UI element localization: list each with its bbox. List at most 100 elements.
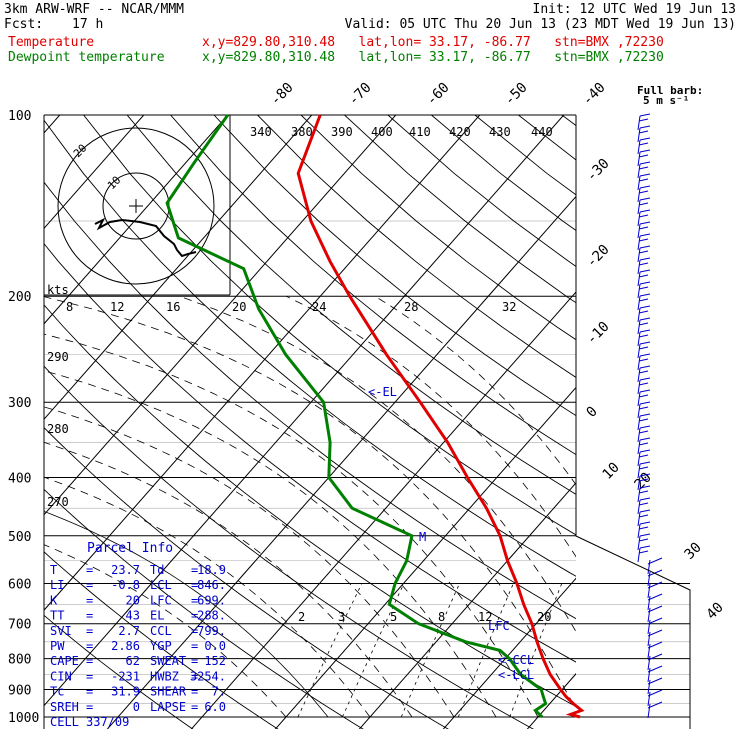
ccl-marker: <-CCL bbox=[498, 653, 534, 667]
wind-barb bbox=[637, 209, 651, 227]
parcel-info-title: Parcel Info bbox=[87, 541, 173, 556]
pressure-label-400: 400 bbox=[8, 471, 31, 486]
parcel-key: CIN bbox=[50, 669, 72, 683]
wind-barb bbox=[647, 665, 663, 683]
wind-barb bbox=[647, 677, 663, 695]
valid-time: Valid: 05 UTC Thu 20 Jun 13 (23 MDT Wed … bbox=[344, 17, 736, 32]
wind-barb bbox=[637, 197, 651, 215]
parcel-value: 846. bbox=[197, 578, 226, 592]
parcel-row: K = 20 LFC =699. bbox=[50, 593, 226, 607]
wind-barbs bbox=[637, 113, 663, 719]
parcel-equals: = bbox=[86, 654, 93, 668]
parcel-value: 3254. bbox=[190, 669, 226, 683]
temp-label-10: 10 bbox=[600, 460, 623, 483]
temperature-location: x,y=829.80,310.48 lat,lon= 33.17, -86.77… bbox=[202, 35, 664, 50]
mixing-ratio-labels: 2 3 5 8 12 20 bbox=[298, 610, 551, 624]
wind-barb bbox=[637, 293, 651, 311]
theta-label-380: 380 bbox=[291, 125, 313, 139]
kts-label-8: 8 bbox=[66, 300, 73, 314]
dry-adiabat-lines bbox=[44, 115, 740, 730]
parcel-key: Tc bbox=[50, 685, 64, 699]
dry-adiabat-390 bbox=[300, 115, 576, 341]
wind-barb bbox=[637, 509, 651, 527]
parcel-key: LCL bbox=[150, 578, 172, 592]
isotherm--60 bbox=[44, 115, 397, 516]
parcel-key: LFC bbox=[150, 593, 172, 607]
moist-adiabat-30 bbox=[179, 295, 576, 633]
parcel-key: SWEAT bbox=[150, 654, 186, 668]
theta-e-label-290: 290 bbox=[47, 350, 69, 364]
theta-label-400: 400 bbox=[371, 125, 393, 139]
wind-barb bbox=[637, 305, 651, 323]
wind-barb bbox=[637, 161, 651, 179]
parcel-equals: = bbox=[86, 685, 93, 699]
theta-labels: 340 380 390 400 410 420 430 440 bbox=[250, 125, 553, 139]
dry-adiabat-360 bbox=[170, 115, 576, 456]
top-temp-label--60: -60 bbox=[424, 80, 453, 109]
parcel-equals: = bbox=[86, 593, 93, 607]
dry-adiabat-260 bbox=[44, 551, 279, 729]
top-temp-label--50: -50 bbox=[502, 80, 531, 109]
kts-label-20: 20 bbox=[232, 300, 246, 314]
kts-label-16: 16 bbox=[166, 300, 180, 314]
parcel-value: 2.7 bbox=[118, 624, 140, 638]
wind-barb bbox=[637, 485, 651, 503]
parcel-equals: = bbox=[191, 609, 198, 623]
parcel-key: K bbox=[50, 593, 58, 607]
temp-label-30: 30 bbox=[682, 540, 705, 563]
kts-unit-label: kts bbox=[47, 283, 69, 297]
parcel-key: SREH bbox=[50, 700, 79, 714]
top-temp-label--40: -40 bbox=[580, 80, 609, 109]
wind-barb bbox=[647, 617, 663, 635]
parcel-key: SHEAR bbox=[150, 685, 187, 699]
model-title: 3km ARW-WRF -- NCAR/MMM bbox=[4, 2, 185, 17]
parcel-row: Tc = 31.9 SHEAR = 7. bbox=[50, 685, 226, 699]
wind-barb bbox=[637, 497, 651, 515]
parcel-equals: = bbox=[86, 669, 93, 683]
theta-label-390: 390 bbox=[331, 125, 353, 139]
parcel-value: 2.86 bbox=[111, 639, 140, 653]
parcel-equals: = bbox=[86, 639, 93, 653]
parcel-equals: = bbox=[191, 669, 198, 683]
parcel-row: LI = -0.8 LCL =846. bbox=[50, 578, 226, 592]
dry-adiabat-340 bbox=[83, 115, 576, 536]
level-markers: <-EL M LFC <-CCL <-LCL bbox=[368, 385, 534, 682]
wind-barb bbox=[637, 341, 651, 359]
isotherm-20 bbox=[526, 673, 576, 729]
lcl-marker: <-LCL bbox=[498, 668, 534, 682]
temp-label-40: 40 bbox=[704, 600, 727, 623]
wind-barb bbox=[647, 653, 663, 671]
parcel-value: 6.0 bbox=[204, 700, 226, 714]
wind-barb bbox=[647, 605, 663, 623]
parcel-value: 7. bbox=[212, 685, 226, 699]
top-temp-label--70: -70 bbox=[346, 80, 375, 109]
m-marker: M bbox=[419, 530, 426, 544]
theta-label-440: 440 bbox=[531, 125, 553, 139]
mixing-ratio-3 bbox=[342, 583, 405, 718]
wind-barb bbox=[647, 689, 663, 707]
parcel-value: 43 bbox=[126, 609, 140, 623]
parcel-value: 337/09 bbox=[86, 715, 129, 729]
pressure-label-1000: 1000 bbox=[8, 711, 39, 726]
dry-adiabat-250 bbox=[44, 614, 194, 729]
wind-barb bbox=[647, 581, 663, 599]
lfc-marker: LFC bbox=[488, 619, 510, 633]
isotherm-10 bbox=[442, 577, 576, 729]
el-marker: <-EL bbox=[368, 385, 397, 399]
temp-label-0: 0 bbox=[584, 404, 601, 421]
hodograph-panel: 20 10 bbox=[44, 115, 231, 296]
mixing-ratio-8 bbox=[457, 583, 514, 718]
parcel-key: CAPE bbox=[50, 654, 79, 668]
mixing-ratio-20 bbox=[578, 583, 626, 717]
dry-adiabat-480 bbox=[692, 115, 740, 730]
parcel-equals: = bbox=[191, 624, 198, 638]
wind-barb bbox=[637, 329, 651, 347]
parcel-equals: = bbox=[191, 593, 198, 607]
wind-barb bbox=[637, 533, 651, 551]
wind-barb bbox=[637, 401, 651, 419]
hodograph-ring-label-20: 20 bbox=[71, 142, 90, 161]
parcel-equals: = bbox=[191, 700, 198, 714]
wind-barb bbox=[637, 545, 651, 563]
dry-adiabat-380 bbox=[257, 115, 576, 378]
theta-label-340: 340 bbox=[250, 125, 272, 139]
